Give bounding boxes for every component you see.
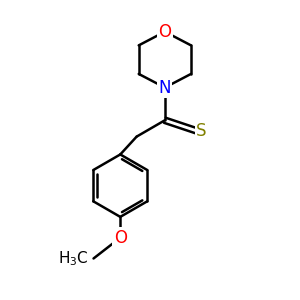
Text: O: O <box>114 229 127 247</box>
Text: N: N <box>159 79 171 97</box>
Text: O: O <box>158 23 171 41</box>
Text: S: S <box>196 122 207 140</box>
Text: H$_3$C: H$_3$C <box>58 249 89 268</box>
